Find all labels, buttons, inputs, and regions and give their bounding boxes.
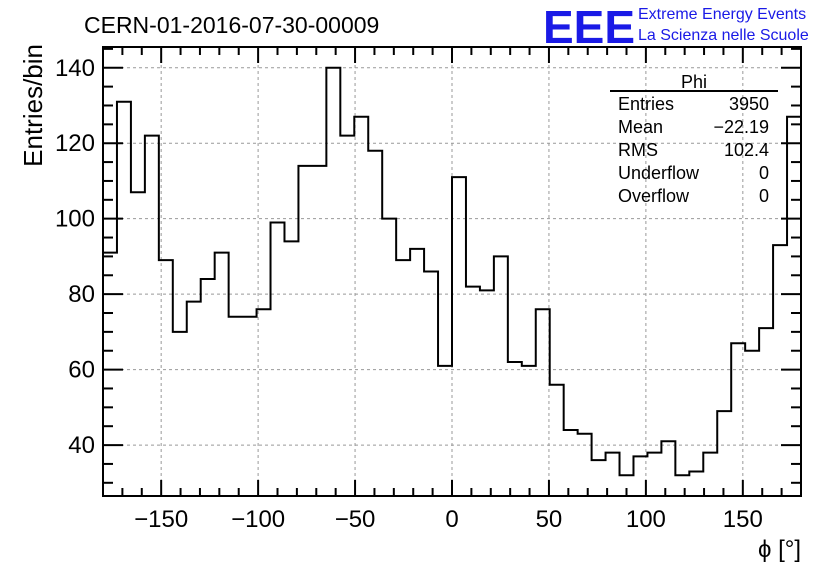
histogram-bin bbox=[243, 317, 257, 496]
y-tick-label: 80 bbox=[68, 281, 95, 308]
histogram-bin bbox=[215, 253, 229, 496]
histogram-bin bbox=[745, 351, 759, 496]
x-tick-label: −150 bbox=[134, 506, 188, 533]
y-tick-label: 120 bbox=[55, 130, 95, 157]
y-axis-label: Entries/bin bbox=[18, 44, 48, 167]
histogram-bin bbox=[284, 241, 298, 496]
histogram-bin bbox=[145, 136, 159, 496]
histogram-bin bbox=[173, 332, 187, 496]
histogram-bin bbox=[508, 362, 522, 496]
y-tick-label: 40 bbox=[68, 432, 95, 459]
histogram-bin bbox=[675, 475, 689, 496]
histogram-bin bbox=[326, 68, 340, 496]
y-tick-label: 140 bbox=[55, 55, 95, 82]
x-tick-label: −100 bbox=[231, 506, 285, 533]
stats-entries-label: Entries bbox=[618, 94, 674, 114]
histogram-bin bbox=[564, 430, 578, 496]
histogram-bin bbox=[424, 272, 438, 497]
stats-underflow-label: Underflow bbox=[618, 163, 700, 183]
y-tick-label: 100 bbox=[55, 206, 95, 233]
stats-overflow-value: 0 bbox=[759, 186, 769, 206]
x-axis-label: ϕ [°] bbox=[758, 536, 801, 563]
histogram-bin bbox=[257, 309, 271, 496]
histogram-bin bbox=[340, 136, 354, 496]
histogram-bin bbox=[717, 411, 731, 496]
x-tick-label: 150 bbox=[723, 506, 763, 533]
histogram-bin bbox=[117, 102, 131, 496]
x-tick-label: 0 bbox=[445, 506, 458, 533]
chart-title: CERN-01-2016-07-30-00009 bbox=[84, 12, 379, 38]
stats-entries-value: 3950 bbox=[729, 94, 769, 114]
histogram-bin bbox=[494, 256, 508, 496]
stats-mean-value: −22.19 bbox=[713, 117, 769, 137]
histogram-bin bbox=[298, 166, 312, 496]
histogram-bin bbox=[396, 260, 410, 496]
logo-subtitle-1: Extreme Energy Events bbox=[638, 6, 806, 23]
histogram-bin bbox=[661, 441, 675, 496]
x-tick-label: −50 bbox=[335, 506, 376, 533]
histogram-bin bbox=[187, 302, 201, 496]
histogram-bin bbox=[759, 328, 773, 496]
x-tick-label: 50 bbox=[536, 506, 563, 533]
y-tick-label: 60 bbox=[68, 357, 95, 384]
histogram-bin bbox=[703, 453, 717, 496]
histogram-bin bbox=[438, 366, 452, 496]
stats-box: Phi Entries 3950 Mean −22.19 RMS 102.4 U… bbox=[610, 72, 778, 206]
histogram-bin bbox=[647, 453, 661, 496]
histogram-bin bbox=[689, 471, 703, 496]
axes: −150 −100 −50 0 50 100 150 40 60 80 100 120 140 bbox=[55, 46, 802, 533]
histogram-bin bbox=[592, 460, 606, 496]
histogram-bin bbox=[159, 260, 173, 496]
histogram-bin bbox=[410, 249, 424, 496]
histogram-bin bbox=[480, 290, 494, 496]
histogram-bin bbox=[452, 177, 466, 496]
x-tick-label: 100 bbox=[626, 506, 666, 533]
stats-rms-label: RMS bbox=[618, 140, 658, 160]
stats-rms-value: 102.4 bbox=[724, 140, 769, 160]
histogram bbox=[103, 66, 801, 497]
logo-subtitle-2: La Scienza nelle Scuole bbox=[638, 27, 809, 44]
histogram-bin bbox=[103, 253, 117, 496]
histogram-bin bbox=[522, 366, 536, 496]
histogram-bin bbox=[536, 309, 550, 496]
histogram-step-line bbox=[103, 66, 801, 477]
histogram-bin bbox=[201, 279, 215, 496]
histogram-bin bbox=[731, 343, 745, 496]
histogram-bin bbox=[578, 434, 592, 496]
histogram-bin bbox=[787, 117, 801, 496]
histogram-bin bbox=[131, 192, 145, 496]
histogram-bin bbox=[354, 117, 368, 496]
histogram-bin bbox=[271, 222, 285, 496]
histogram-bin bbox=[382, 219, 396, 496]
histogram-bin bbox=[229, 317, 243, 496]
stats-mean-label: Mean bbox=[618, 117, 663, 137]
stats-title: Phi bbox=[681, 72, 707, 92]
histogram-bin bbox=[312, 166, 326, 496]
eee-logo: EEE bbox=[543, 1, 635, 53]
histogram-bin bbox=[466, 287, 480, 496]
stats-underflow-value: 0 bbox=[759, 163, 769, 183]
histogram-bin bbox=[550, 385, 564, 496]
histogram-bin bbox=[368, 151, 382, 496]
stats-overflow-label: Overflow bbox=[618, 186, 690, 206]
